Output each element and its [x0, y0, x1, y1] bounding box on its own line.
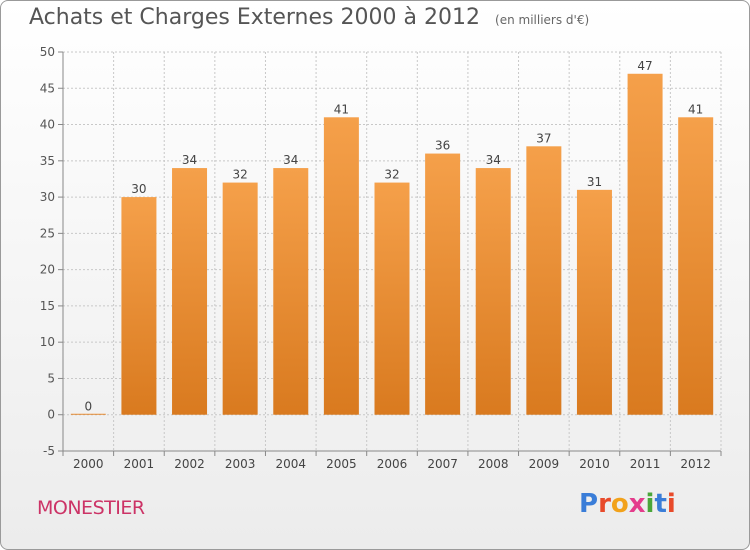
bar	[627, 73, 663, 415]
x-tick-label: 2007	[427, 457, 458, 471]
x-tick-label: 2010	[579, 457, 610, 471]
x-tick-label: 2004	[275, 457, 306, 471]
bar	[222, 182, 258, 415]
chart-subtitle: (en milliers d'€)	[495, 13, 590, 27]
x-tick-label: 2006	[377, 457, 408, 471]
x-tick-label: 2000	[73, 457, 104, 471]
logo-letter: i	[645, 489, 655, 519]
x-tick-label: 2008	[478, 457, 509, 471]
bar	[172, 168, 208, 415]
y-tick-label: -5	[43, 444, 55, 458]
proxiti-logo: Proxiti	[579, 489, 676, 519]
y-tick-label: 40	[40, 118, 55, 132]
data-label: 31	[587, 175, 602, 189]
data-label: 41	[334, 102, 349, 116]
bar	[273, 168, 309, 415]
logo-letter: t	[654, 489, 667, 519]
data-label: 30	[131, 182, 146, 196]
data-label: 34	[486, 153, 501, 167]
bar	[425, 153, 461, 415]
y-tick-label: 30	[40, 190, 55, 204]
data-label: 41	[688, 102, 703, 116]
x-tick-label: 2009	[529, 457, 560, 471]
x-tick-label: 2011	[630, 457, 661, 471]
logo-letter: P	[579, 489, 599, 519]
logo-letter: o	[610, 489, 629, 519]
y-tick-label: 0	[47, 408, 55, 422]
y-tick-label: 20	[40, 263, 55, 277]
bar	[374, 182, 410, 415]
bar	[323, 117, 359, 415]
data-label: 36	[435, 139, 450, 153]
data-label: 34	[182, 153, 197, 167]
x-tick-label: 2005	[326, 457, 357, 471]
y-tick-label: 50	[40, 45, 55, 59]
y-tick-label: 45	[40, 81, 55, 95]
x-tick-label: 2003	[225, 457, 256, 471]
bar	[121, 197, 157, 415]
y-tick-label: 10	[40, 335, 55, 349]
bars: 0 30 34 32 34 41 32 36 34 37 31 47 41	[70, 59, 714, 415]
y-tick-label: 15	[40, 299, 55, 313]
data-label: 37	[536, 131, 551, 145]
data-label: 47	[637, 59, 652, 73]
y-tick-label: 35	[40, 154, 55, 168]
data-label: 32	[384, 168, 399, 182]
x-tick-label: 2002	[174, 457, 205, 471]
x-tick-label: 2012	[680, 457, 711, 471]
axes: -5 0 5 10 15 20 25 30 35 40 45 50 2000 2001 2002 2003 20…	[40, 45, 722, 471]
y-tick-label: 25	[40, 226, 55, 240]
data-label: 32	[233, 168, 248, 182]
y-tick-label: 5	[47, 371, 55, 385]
bar	[678, 117, 714, 415]
logo-letter: x	[628, 489, 646, 519]
bar	[70, 413, 106, 415]
title-row: Achats et Charges Externes 2000 à 2012 (…	[29, 5, 589, 30]
bar	[526, 146, 562, 415]
x-tick-label: 2001	[124, 457, 155, 471]
bar	[475, 168, 511, 415]
commune-name: MONESTIER	[37, 497, 145, 519]
chart-title: Achats et Charges Externes 2000 à 2012	[29, 5, 480, 30]
data-label: 0	[84, 400, 92, 414]
logo-letter: i	[666, 489, 676, 519]
data-label: 34	[283, 153, 298, 167]
bar	[576, 189, 612, 415]
logo-letter: r	[598, 489, 611, 519]
